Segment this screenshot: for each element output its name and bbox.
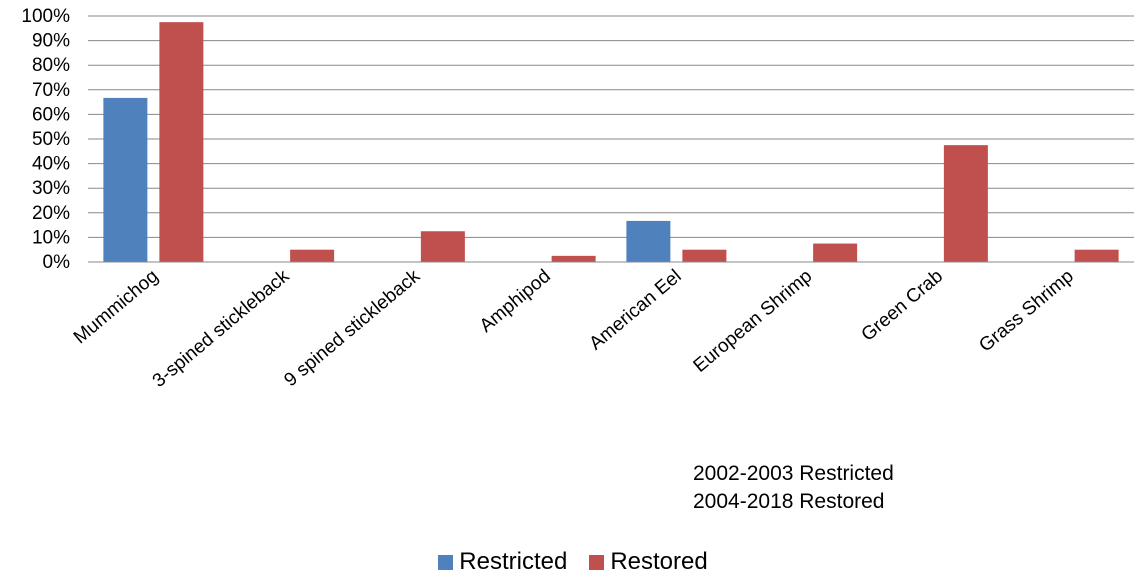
- bar-restricted-mummichog: [103, 97, 148, 262]
- y-tick-label: 90%: [32, 31, 70, 52]
- bar-restored-mummichog: [159, 22, 204, 263]
- bar-restored-american-eel: [682, 249, 727, 262]
- bars: [103, 22, 1119, 263]
- x-category-label: 9 spined stickleback: [280, 265, 424, 391]
- legend: Restricted Restored: [0, 548, 1146, 576]
- y-tick-label: 0%: [43, 252, 71, 273]
- x-category-label: American Eel: [586, 266, 686, 355]
- legend-item-restored: Restored: [589, 548, 708, 576]
- y-axis-tick-labels: 0% 10% 20% 30% 40% 50% 60% 70% 80% 90% 100%: [21, 6, 70, 273]
- y-tick-label: 80%: [32, 55, 70, 76]
- y-tick-label: 100%: [21, 6, 70, 27]
- y-tick-label: 40%: [32, 154, 70, 175]
- y-tick-label: 50%: [32, 129, 70, 150]
- x-category-label: Green Crab: [858, 266, 948, 346]
- legend-item-restricted: Restricted: [438, 548, 567, 576]
- bar-restored-european-shrimp: [813, 243, 858, 262]
- x-category-label: European Shrimp: [690, 266, 817, 377]
- legend-label-restored: Restored: [610, 548, 708, 575]
- legend-swatch-restored: [589, 554, 605, 570]
- x-category-label: 3-spined stickleback: [149, 265, 294, 391]
- y-tick-label: 70%: [32, 80, 70, 101]
- bar-restored-green-crab: [943, 145, 988, 262]
- bar-restored-grass-shrimp: [1074, 249, 1119, 262]
- legend-swatch-restricted: [438, 554, 454, 570]
- annotation-restricted-period: 2002-2003 Restricted: [693, 462, 894, 485]
- y-tick-label: 60%: [32, 104, 70, 125]
- y-tick-label: 10%: [32, 227, 70, 248]
- y-tick-label: 20%: [32, 203, 70, 224]
- bar-restored-3-spined-stickleback: [290, 249, 335, 262]
- x-category-label: Mummichog: [70, 266, 163, 349]
- x-category-label: Grass Shrimp: [975, 266, 1077, 357]
- bar-restored-9-spined-stickleback: [420, 231, 465, 262]
- gridlines: [88, 15, 1134, 263]
- bar-restored-amphipod: [551, 255, 596, 262]
- legend-label-restricted: Restricted: [459, 548, 568, 575]
- bar-restricted-american-eel: [626, 220, 671, 262]
- annotation-restored-period: 2004-2018 Restored: [693, 490, 885, 513]
- y-tick-label: 30%: [32, 178, 70, 199]
- x-category-label: Amphipod: [476, 266, 555, 337]
